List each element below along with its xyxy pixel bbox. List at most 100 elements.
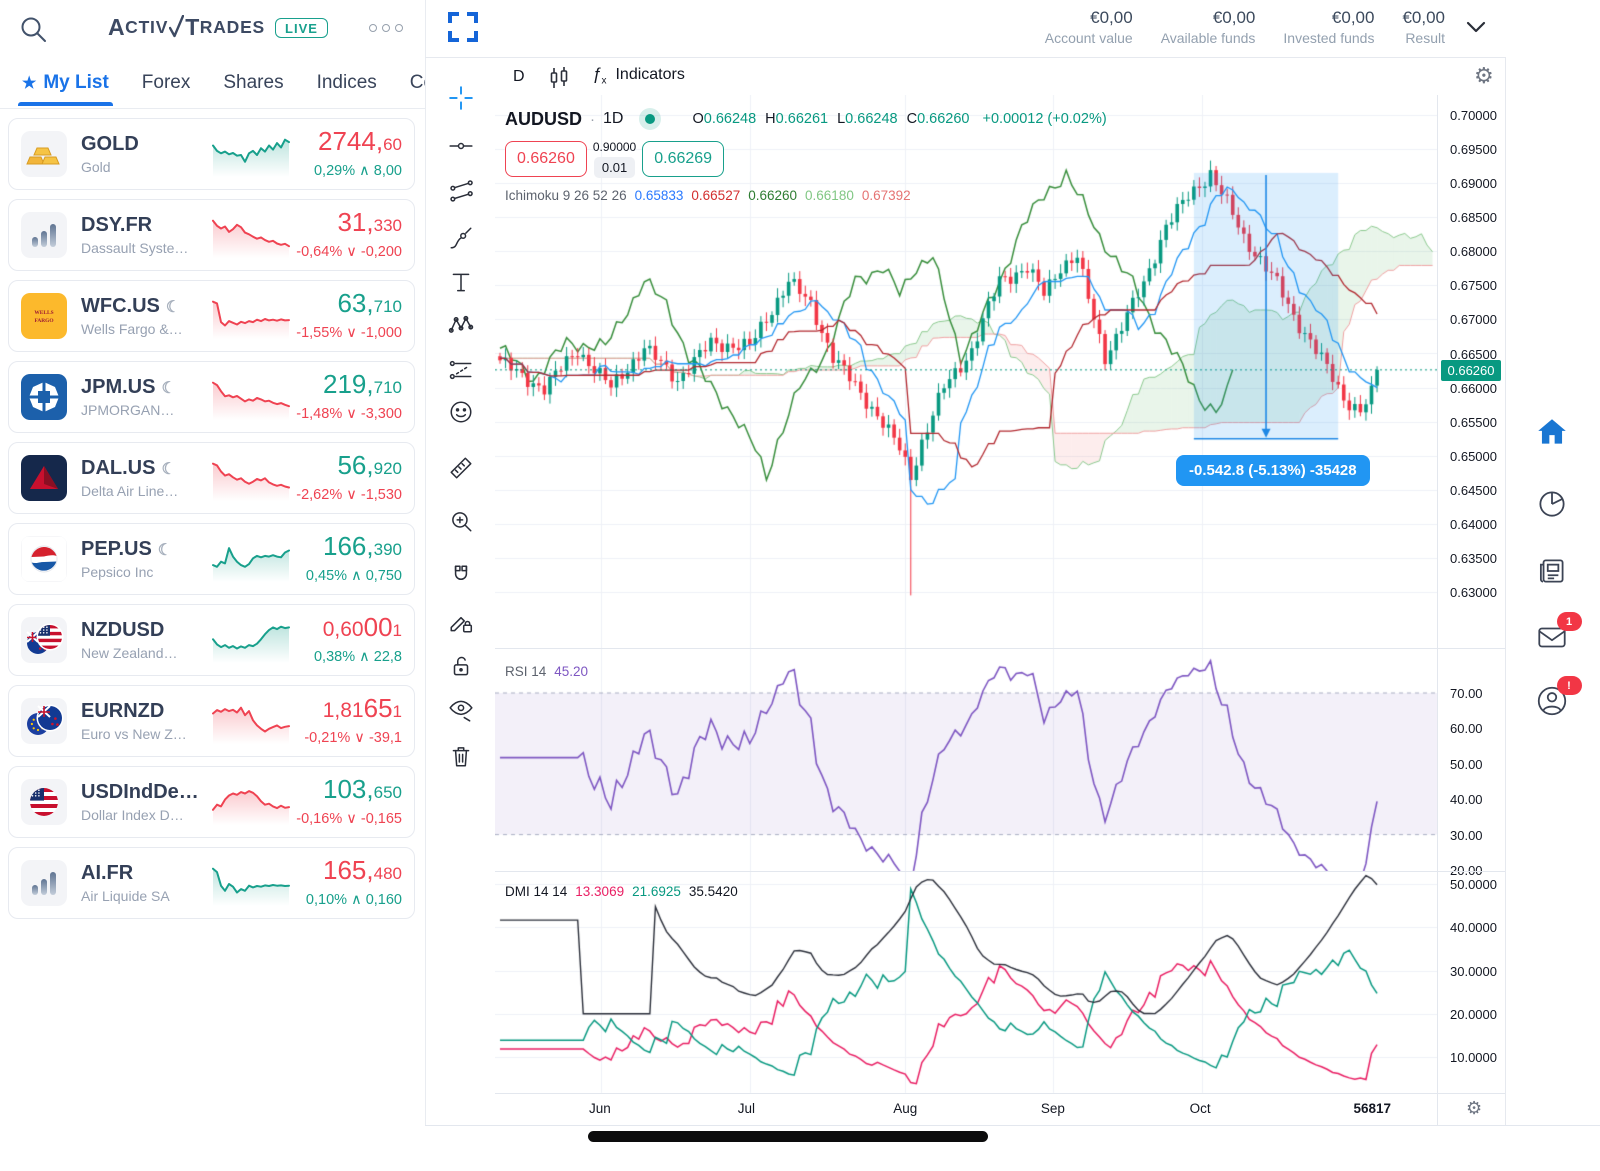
pattern-tool[interactable] [445, 310, 477, 342]
buy-button[interactable]: 0.66269 [642, 141, 725, 177]
chart-style-icon[interactable] [546, 65, 572, 96]
symbol-text: AI.FR [81, 862, 134, 884]
delete-drawings-tool[interactable] [445, 740, 477, 772]
tab-forex[interactable]: Forex [142, 60, 191, 106]
instrument-symbol: EURNZD [81, 700, 209, 723]
hide-drawings-tool[interactable] [445, 694, 477, 726]
symbol-text: NZDUSD [81, 619, 165, 641]
symbol-marker-icon[interactable] [639, 108, 662, 130]
symbol-text: GOLD [81, 133, 139, 155]
account-metric-label: Invested funds [1283, 30, 1375, 46]
instrument-names: JPM.US ☾ JPMORGAN… [81, 376, 209, 418]
dock-profile-icon[interactable]: ! [1534, 676, 1582, 723]
month-label: Sep [1040, 1101, 1065, 1116]
instrument-price: 165,480 [323, 855, 402, 885]
chart-settings-gear-icon[interactable]: ⚙ [1474, 63, 1494, 88]
logo-text: A [108, 14, 126, 40]
drawing-sync-lock-tool[interactable] [445, 606, 477, 638]
instrument-symbol: PEP.US ☾ [81, 538, 209, 561]
tab-indices[interactable]: Indices [317, 60, 377, 106]
tab-shares[interactable]: Shares [223, 60, 283, 106]
main-chart-canvas[interactable] [495, 95, 1437, 1125]
logo-text: T [185, 14, 200, 40]
time-axis[interactable]: Jun Jul Aug Sep Oct 56817 [495, 1093, 1505, 1125]
instrument-symbol: NZDUSD [81, 619, 209, 642]
trendline-tool[interactable] [445, 130, 477, 162]
fullscreen-icon[interactable] [444, 9, 482, 47]
instrument-name: Dassault Syste… [81, 240, 189, 256]
dock-portfolio-icon[interactable] [1534, 485, 1574, 525]
watchlist-item[interactable]: DSY.FR Dassault Syste… 31,330 -0,64% ∨ -0,2… [8, 199, 415, 271]
instrument-price: 0,60001 [322, 612, 402, 642]
sparkline [212, 462, 290, 501]
price-tick-label: 0.64500 [1450, 482, 1497, 498]
notification-badge: 1 [1556, 612, 1582, 631]
bottom-divider [425, 1125, 1600, 1126]
symbol-text: WFC.US [81, 295, 160, 317]
instrument-price: 63,710 [337, 288, 402, 318]
watchlist-item[interactable]: PEP.US ☾ Pepsico Inc 166,390 0,45% ∧ 0,750 [8, 523, 415, 595]
market-closed-moon-icon: ☾ [161, 379, 176, 397]
zoom-in-tool[interactable] [445, 505, 477, 537]
watchlist-item[interactable]: GOLD Gold 2744,60 0,29% ∧ 8,00 [8, 118, 415, 190]
price-tick-label: 0.70000 [1450, 108, 1497, 123]
sparkline [212, 625, 290, 663]
instrument-symbol: USDIndDe… [81, 781, 209, 804]
tab-comm[interactable]: Comm [410, 60, 425, 106]
watchlist-item[interactable]: NZDUSD New Zealand… 0,60001 0,38% ∧ 22,8 [8, 604, 415, 676]
watchlist-item[interactable]: USDIndDe… Dollar Index D… 103,650 -0,16% ∨ … [8, 766, 415, 838]
instrument-change: 0,10% ∧ 0,160 [305, 892, 402, 908]
fibonacci-tool[interactable] [445, 176, 477, 208]
watchlist-item[interactable]: EURNZD Euro vs New Z… 1,81651 -0,21% ∨ -39,… [8, 685, 415, 757]
watchlist-item[interactable]: AI.FR Air Liquide SA 165,480 0,10% ∧ 0,160 [8, 847, 415, 919]
month-label: Oct [1189, 1101, 1211, 1116]
instrument-quote: 1,81651 -0,21% ∨ -39,1 [304, 694, 402, 746]
watchlist-item[interactable]: WELLS FARGO WFC.US ☾ Wells Fargo &… 63,710 -1… [8, 280, 415, 352]
instrument-quote: 31,330 -0,64% ∨ -0,200 [296, 208, 402, 260]
indicators-button[interactable]: ƒx Indicators [592, 64, 685, 86]
magnet-tool[interactable] [445, 560, 477, 592]
measure-tool[interactable] [445, 452, 477, 484]
account-metric: €0,00 Account value [1045, 8, 1133, 46]
rsi-tick-label: 70.00 [1450, 686, 1483, 701]
dmi-tick-label: 30.0000 [1450, 963, 1497, 979]
timeframe-button[interactable]: D [513, 68, 525, 85]
watchlist-item[interactable]: DAL.US ☾ Delta Air Line… 56,920 -2,62% ∨ -1,… [8, 442, 415, 514]
watchlist-sidebar: A CTIV T RADES LIVE ★ My List Forex Shares Indi… [0, 0, 425, 1171]
current-price-badge: 0.66260 [1441, 359, 1501, 381]
instrument-change: -1,48% ∨ -3,300 [296, 406, 402, 422]
home-indicator[interactable] [588, 1131, 988, 1142]
instrument-names: AI.FR Air Liquide SA [81, 862, 209, 904]
watchlist-item[interactable]: JPM.US ☾ JPMORGAN… 219,710 -1,48% ∨ -3,300 [8, 361, 415, 433]
pane-divider-rsi[interactable] [495, 648, 1505, 649]
sparkline [212, 381, 290, 420]
tab-label: My List [43, 72, 109, 93]
lock-all-tool[interactable] [445, 650, 477, 682]
dock-messages-icon[interactable]: 1 [1534, 612, 1582, 659]
bars-logo-icon [21, 212, 67, 258]
pane-divider-dmi[interactable] [495, 871, 1505, 872]
emoji-tool[interactable] [445, 396, 477, 428]
instrument-change: -2,62% ∨ -1,530 [296, 487, 402, 503]
symbol-text: DSY.FR [81, 214, 153, 236]
brush-tool[interactable] [445, 222, 477, 254]
crosshair-tool[interactable] [445, 82, 477, 114]
text-tool[interactable] [445, 266, 477, 298]
instrument-names: EURNZD Euro vs New Z… [81, 700, 209, 742]
forecast-tool[interactable] [445, 354, 477, 386]
tab-my-list[interactable]: ★ My List [18, 60, 113, 106]
search-icon[interactable] [18, 14, 48, 44]
dock-news-icon[interactable] [1534, 553, 1574, 593]
logo-check-icon [169, 14, 185, 37]
timezone-gear-icon[interactable]: ⚙ [1466, 1098, 1483, 1118]
gold-logo-icon [21, 131, 67, 177]
sell-button[interactable]: 0.66260 [505, 141, 587, 177]
price-axis[interactable]: 0.70000 0.69500 0.69000 0.68500 0.68000 0.675… [1437, 95, 1505, 1125]
market-closed-moon-icon: ☾ [157, 541, 173, 559]
measure-tooltip: -0.542.8 (-5.13%) -35428 [1176, 455, 1370, 486]
more-menu-icon[interactable] [369, 24, 403, 32]
dock-home-icon[interactable] [1534, 415, 1574, 455]
svg-text:FARGO: FARGO [34, 318, 53, 324]
account-chevron-down-icon[interactable] [1466, 20, 1486, 39]
star-icon: ★ [22, 75, 37, 92]
